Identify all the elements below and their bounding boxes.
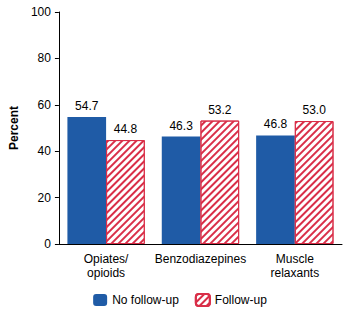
svg-text:54.7: 54.7 (75, 99, 99, 113)
svg-text:60: 60 (38, 98, 52, 112)
svg-text:Muscle: Muscle (276, 252, 314, 266)
svg-text:100: 100 (31, 5, 51, 19)
svg-text:relaxants: relaxants (270, 266, 319, 280)
svg-text:0: 0 (44, 237, 51, 251)
svg-text:20: 20 (38, 191, 52, 205)
svg-text:Opiates/: Opiates/ (84, 252, 129, 266)
svg-text:44.8: 44.8 (114, 122, 138, 136)
svg-text:Benzodiazepines: Benzodiazepines (155, 252, 246, 266)
svg-text:53.0: 53.0 (302, 103, 326, 117)
svg-text:opioids: opioids (87, 266, 125, 280)
svg-text:80: 80 (38, 51, 52, 65)
svg-text:40: 40 (38, 144, 52, 158)
svg-text:46.3: 46.3 (169, 119, 193, 133)
svg-text:Percent: Percent (7, 106, 21, 150)
svg-text:53.2: 53.2 (208, 103, 232, 117)
svg-text:Follow-up: Follow-up (215, 293, 267, 307)
svg-text:46.8: 46.8 (264, 117, 288, 131)
svg-text:No follow-up: No follow-up (112, 293, 179, 307)
